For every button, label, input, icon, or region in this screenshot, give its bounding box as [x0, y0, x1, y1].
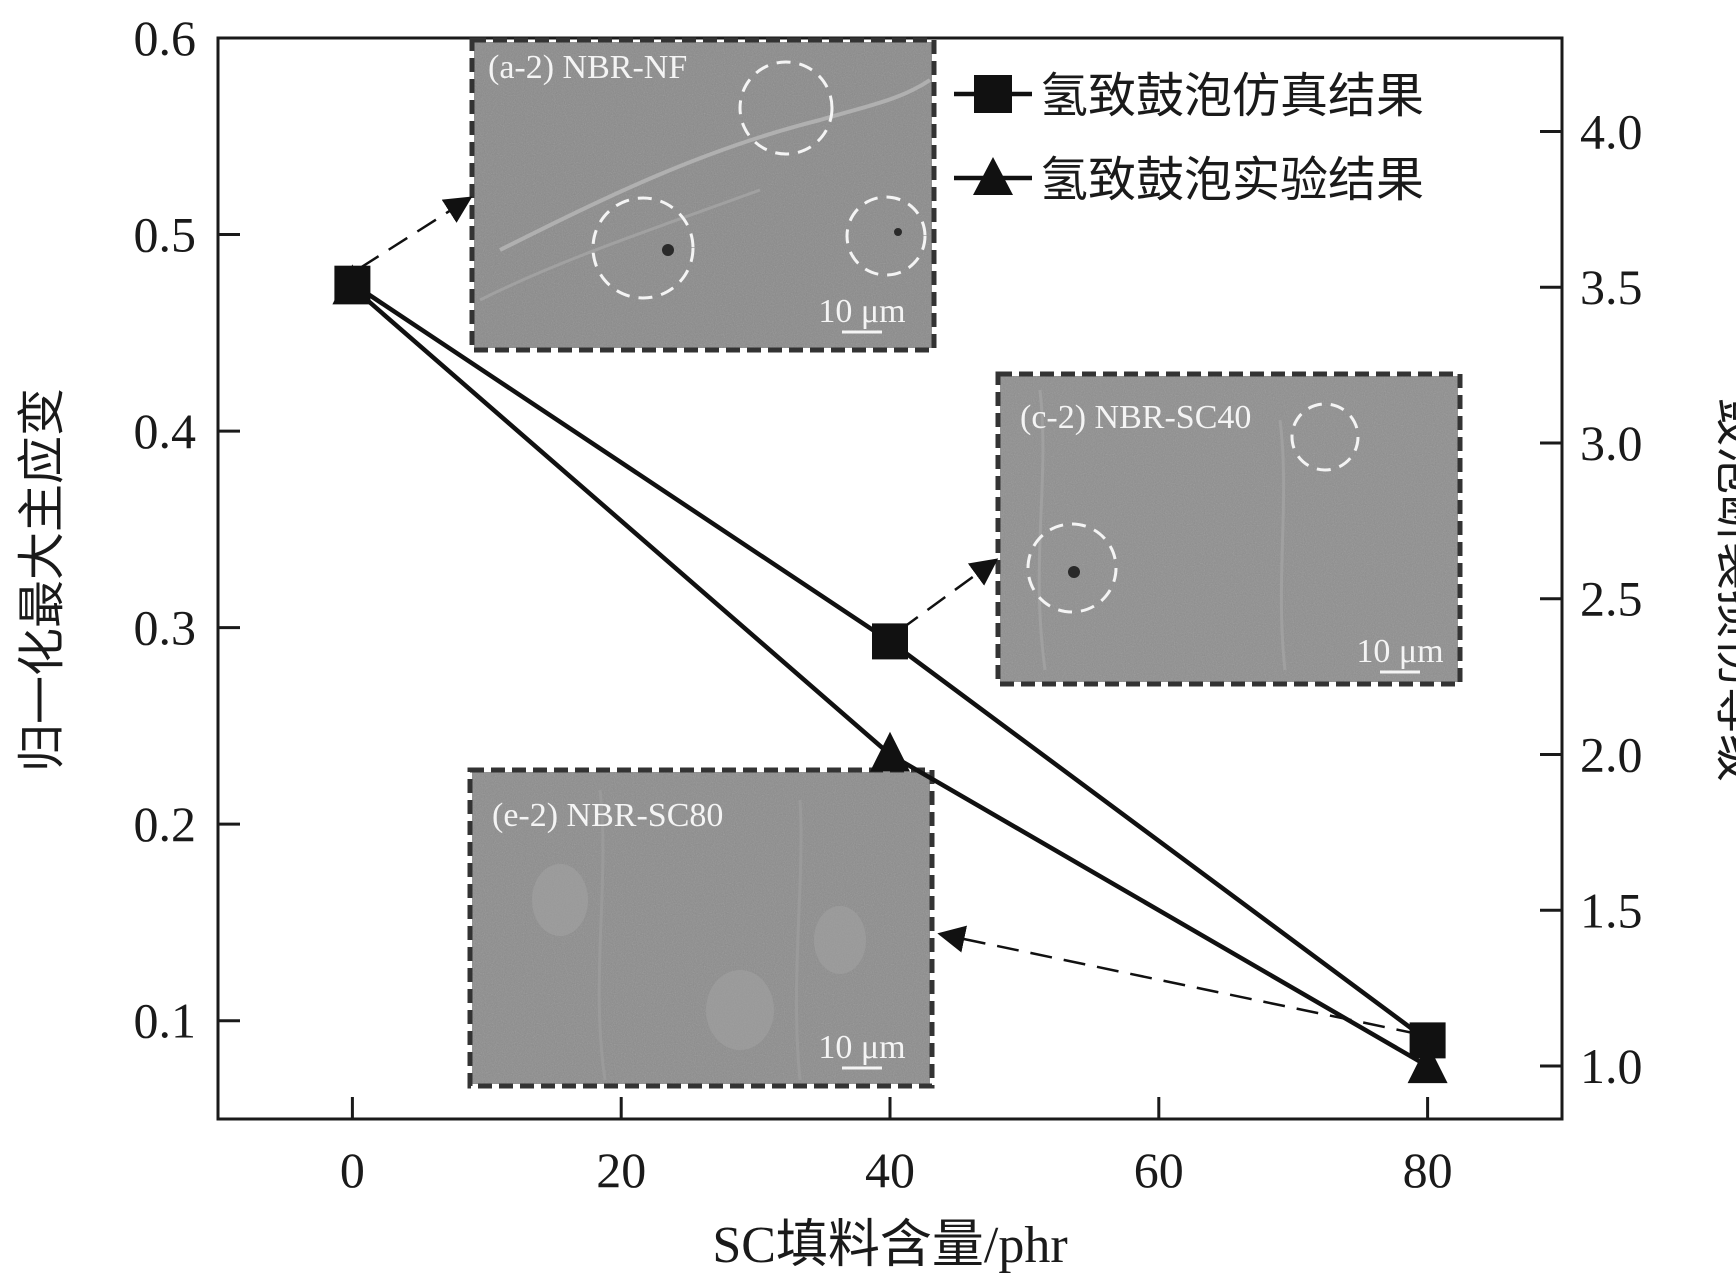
x-axis-ticks: 0 20 40 60 80 — [340, 1097, 1453, 1198]
y-left-tick-label: 0.3 — [134, 600, 197, 656]
data-point-square — [872, 623, 908, 660]
scale-bar-label-c2: 10 μm — [1356, 633, 1443, 670]
legend-label-experiment: 氢致鼓泡实验结果 — [1040, 152, 1424, 208]
y-right-tick-label: 1.5 — [1580, 882, 1643, 938]
defect-circle — [1290, 402, 1360, 472]
y-left-axis-ticks: 0.1 0.2 0.3 0.4 0.5 0.6 — [134, 10, 240, 1049]
legend-marker-square — [974, 75, 1012, 113]
y-left-tick-label: 0.2 — [134, 796, 197, 852]
data-point-triangle — [870, 731, 910, 772]
y-left-tick-label: 0.5 — [134, 207, 197, 263]
defect-circle — [845, 195, 927, 277]
y-right-axis-ticks: 1.0 1.5 2.0 2.5 3.0 3.5 4.0 — [1540, 103, 1643, 1094]
y-left-tick-label: 0.4 — [134, 403, 197, 459]
inset-sem-e2: (e-2) NBR-SC80 10 μm — [467, 767, 935, 1089]
y-left-tick-label: 0.1 — [134, 993, 197, 1049]
y-right-axis-title: 鼓泡断裂损伤等级 — [1710, 398, 1736, 782]
legend-marker-triangle — [973, 157, 1013, 195]
x-tick-label: 20 — [596, 1142, 646, 1198]
y-right-tick-label: 1.0 — [1580, 1038, 1643, 1094]
series-layer — [332, 264, 1448, 1084]
data-point-triangle — [332, 264, 373, 305]
y-right-tick-label: 3.0 — [1580, 415, 1643, 471]
y-right-tick-label: 4.0 — [1580, 103, 1643, 159]
scale-bar-label-a2: 10 μm — [818, 293, 905, 330]
inset-frame-a2 — [469, 37, 937, 353]
x-tick-label: 0 — [340, 1142, 365, 1198]
y-right-tick-label: 2.5 — [1580, 571, 1643, 627]
inset-frame-c2 — [995, 371, 1463, 687]
defect-circle — [591, 196, 695, 300]
scale-bar-label-e2: 10 μm — [818, 1029, 905, 1066]
y-right-tick-label: 2.0 — [1580, 727, 1643, 783]
inset-sem-c2: (c-2) NBR-SC40 10 μm — [995, 371, 1463, 687]
x-axis-title: SC填料含量/phr — [712, 1217, 1067, 1274]
x-tick-label: 60 — [1134, 1142, 1184, 1198]
legend: 氢致鼓泡仿真结果 氢致鼓泡实验结果 — [954, 68, 1424, 208]
pointer-arrow-e2 — [937, 925, 1419, 1036]
defect-circle — [738, 60, 834, 156]
inset-label-e2: (e-2) NBR-SC80 — [492, 797, 723, 834]
legend-label-simulation: 氢致鼓泡仿真结果 — [1040, 68, 1424, 124]
y-left-axis-title: 归一化最大主应变 — [14, 388, 70, 772]
y-left-tick-label: 0.6 — [134, 10, 197, 66]
x-tick-label: 40 — [865, 1142, 915, 1198]
inset-frame-e2 — [467, 767, 935, 1089]
defect-circle — [1026, 522, 1118, 614]
pointer-arrow-c2 — [899, 558, 999, 632]
data-point-triangle — [1407, 1043, 1448, 1084]
pointer-arrow-a2 — [359, 196, 473, 270]
inset-label-c2: (c-2) NBR-SC40 — [1020, 399, 1251, 436]
inset-sem-a2: (a-2) NBR-NF 10 μm — [469, 37, 937, 353]
y-right-tick-label: 3.5 — [1580, 259, 1643, 315]
x-tick-label: 80 — [1403, 1142, 1453, 1198]
inset-label-a2: (a-2) NBR-NF — [488, 49, 687, 86]
